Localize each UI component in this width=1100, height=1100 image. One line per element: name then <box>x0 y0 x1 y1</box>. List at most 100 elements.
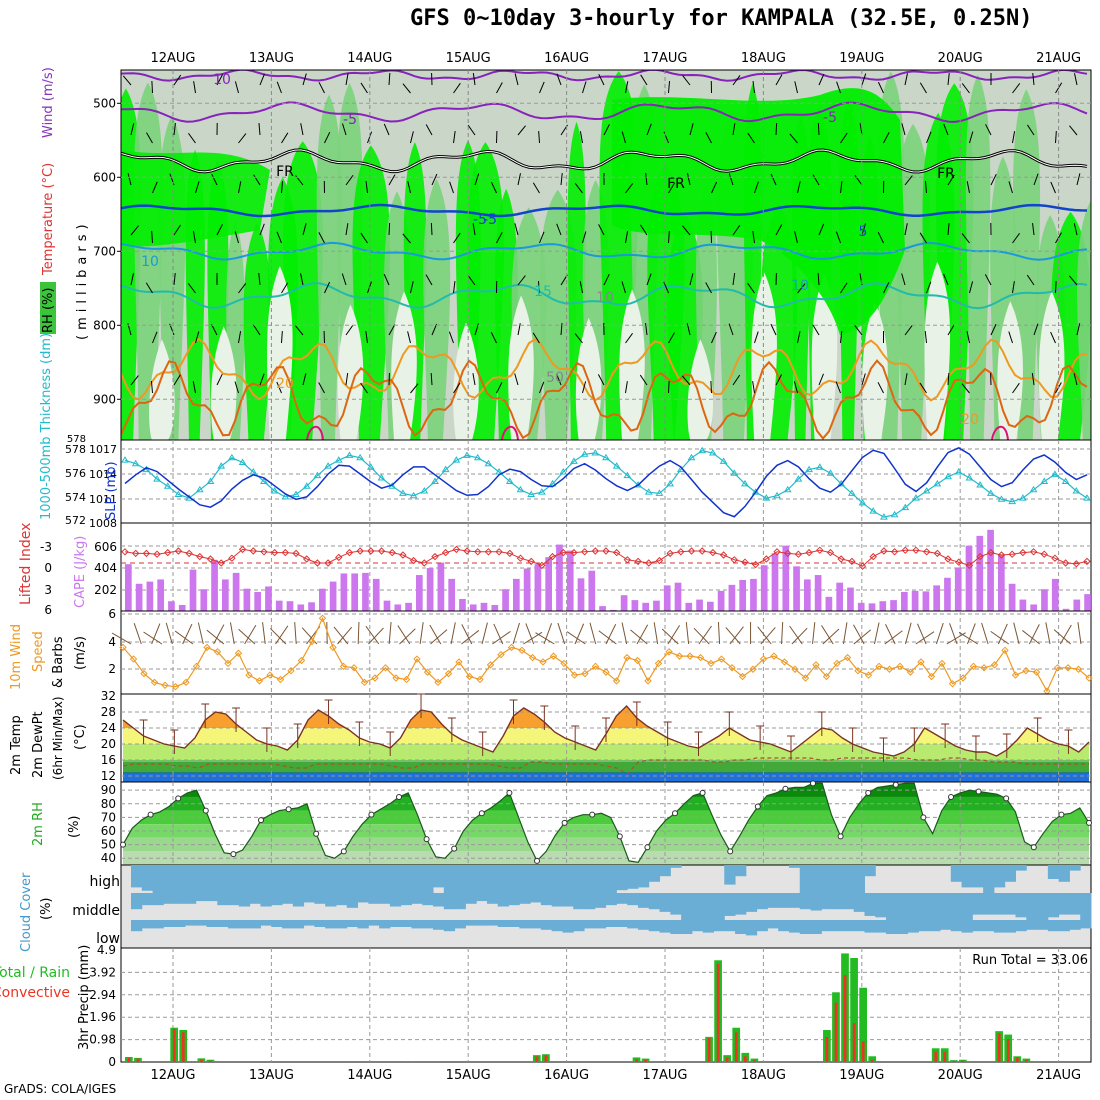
temp-tick: 12 <box>101 769 116 783</box>
wind-barb <box>636 624 649 645</box>
wind-barb <box>883 132 890 144</box>
top-date-label: 12AUG <box>150 51 195 66</box>
thickness-marker <box>1072 487 1081 494</box>
cloud-bar <box>422 920 434 929</box>
wind-barb <box>689 123 694 136</box>
thickness-tick-top: 578 <box>67 434 86 445</box>
thickness-marker <box>954 468 963 475</box>
wind-barbs <box>111 621 1082 645</box>
wind-barb <box>429 624 442 645</box>
wind-barb <box>943 123 949 136</box>
cloud-bar <box>346 893 359 908</box>
wind-barb <box>461 630 480 645</box>
cloud-bar <box>260 893 272 907</box>
cloud-bar <box>497 920 510 927</box>
cloud-bar <box>433 920 445 930</box>
wind-barb <box>861 373 866 386</box>
lifted-index-marker <box>997 551 1006 559</box>
precip-bars <box>125 953 1031 1062</box>
wind-barb <box>173 74 182 86</box>
thickness-marker <box>986 489 995 496</box>
wind-barb <box>388 174 396 186</box>
cloud-bar <box>335 920 348 929</box>
wind-speed-marker <box>644 677 652 685</box>
wind-barb <box>449 181 454 194</box>
wind-barb <box>165 622 173 645</box>
cloud-bar <box>465 920 477 926</box>
dry-plume <box>924 261 951 440</box>
cloud-bar <box>282 893 294 904</box>
dry-plume <box>391 291 417 440</box>
lifted-index-marker <box>484 548 493 556</box>
cloud-bar <box>497 893 510 907</box>
cloud-bar <box>389 865 402 893</box>
thickness-marker <box>997 495 1006 502</box>
wind-barb <box>883 282 890 294</box>
wind-barb <box>450 622 456 645</box>
cape-bar <box>545 557 553 611</box>
cloud-bar <box>519 920 531 929</box>
wind-barb <box>732 374 741 386</box>
wind-barb <box>653 622 659 645</box>
cape-tick: 202 <box>94 583 117 597</box>
cloud-bar <box>573 920 585 932</box>
cloud-bar <box>616 865 628 891</box>
wind-barb <box>754 181 759 194</box>
cape-bar <box>459 599 466 611</box>
wind-barb <box>234 81 239 94</box>
cloud-bar <box>907 920 919 933</box>
bottom-date-label: 14AUG <box>347 1068 392 1083</box>
cape-bar <box>857 602 865 611</box>
thickness-marker <box>944 472 952 480</box>
wind-speed-marker <box>990 661 999 669</box>
wind-speed-marker <box>822 672 831 681</box>
wind-barb <box>958 631 979 645</box>
wind-barb <box>566 631 586 645</box>
cape-bar <box>944 577 951 611</box>
cloud-bar <box>497 865 510 893</box>
precip-panel: 4.9 3.92 2.94 1.96 0.98 0 Run Total = 33.06 T… <box>0 943 1092 1069</box>
wind-barb <box>775 374 783 386</box>
wind-barb <box>145 282 153 294</box>
rh-tick: 90 <box>101 783 116 797</box>
wind-barb <box>840 331 843 344</box>
wind-barb <box>152 331 158 344</box>
rh-marker <box>699 789 706 796</box>
cloud-bar <box>465 865 477 893</box>
thickness-marker <box>281 492 290 500</box>
temp-label-2: 2m DewPt <box>31 711 46 778</box>
wind-speed-marker <box>486 661 495 669</box>
wind-barb <box>262 622 266 645</box>
lifted-index-marker <box>238 545 247 554</box>
wind-barb <box>1008 331 1013 344</box>
cloud-bar <box>195 920 208 926</box>
wind-barb <box>360 382 368 394</box>
cloud-bar <box>163 920 175 927</box>
wind-barb <box>947 223 950 236</box>
credit-text: GrADS: COLA/IGES <box>4 1082 117 1096</box>
thickness-marker <box>537 488 546 495</box>
cloud-label-unit: (%) <box>39 898 54 921</box>
cape-bar <box>275 600 283 611</box>
lifted-index-marker <box>1008 550 1016 558</box>
lifted-index-marker <box>794 550 803 558</box>
cloud-bar <box>1026 920 1038 930</box>
lifted-index-marker <box>420 559 428 567</box>
rh-grid <box>121 782 1091 865</box>
temp-label-unit: (°C) <box>73 724 88 750</box>
wind-speed-marker <box>801 674 810 682</box>
rh-marker <box>672 810 678 817</box>
wind-barb <box>206 629 225 645</box>
wind-speed-marker <box>413 655 421 663</box>
cape-bar <box>793 566 800 611</box>
wind-barb <box>281 330 283 344</box>
thickness-marker <box>794 475 803 482</box>
cloud-bar <box>627 893 639 906</box>
thickness-marker <box>516 485 525 493</box>
lifted-index-marker <box>409 556 418 565</box>
rh-marker <box>478 810 485 817</box>
thickness-marker <box>302 482 311 489</box>
rh-marker <box>616 833 623 840</box>
thickness-marker <box>345 451 354 458</box>
wind-barb <box>365 331 368 344</box>
